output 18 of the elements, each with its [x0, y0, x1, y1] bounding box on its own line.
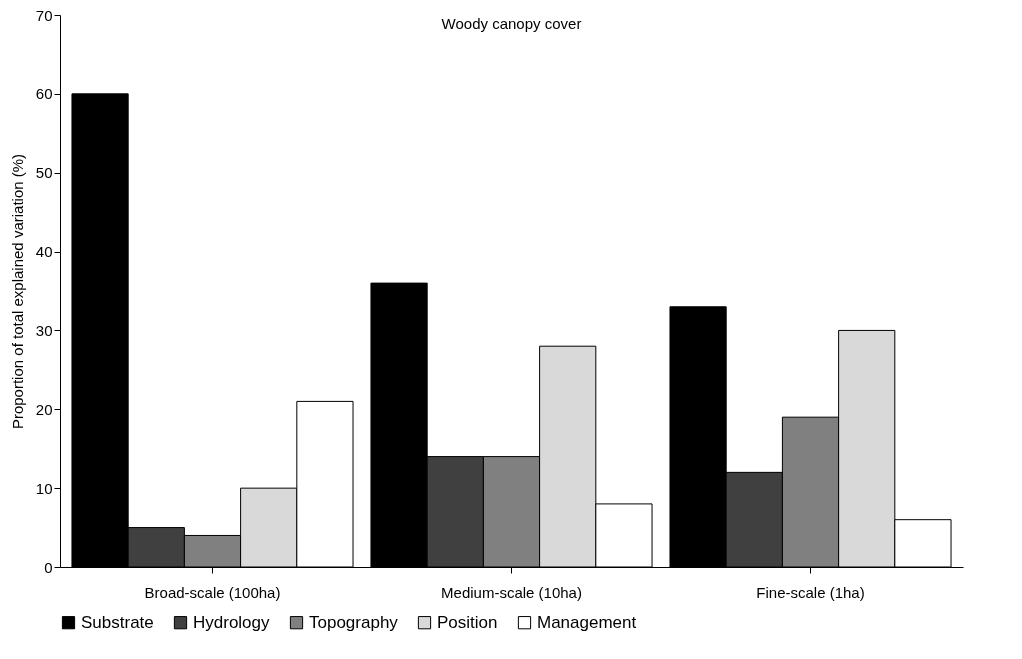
y-tick-label: 0 [44, 558, 53, 576]
legend-label: Substrate [81, 612, 154, 632]
y-tick-label: 60 [35, 85, 53, 103]
chart-title: Woody canopy cover [441, 15, 582, 32]
y-tick-label: 70 [35, 6, 53, 24]
legend-label: Position [437, 612, 498, 632]
y-tick-label: 50 [35, 164, 53, 182]
x-tick-label: Broad-scale (100ha) [144, 583, 281, 601]
legend-label: Topography [309, 612, 399, 632]
legend-label: Management [537, 612, 637, 632]
y-tick-label: 30 [35, 321, 53, 339]
y-axis-title: Proportion of total explained variation (%) [8, 153, 26, 430]
y-tick-label: 20 [35, 400, 53, 418]
x-tick-label: Fine-scale (1ha) [756, 583, 865, 601]
x-tick-label: Medium-scale (10ha) [441, 583, 582, 601]
y-tick-label: 10 [35, 479, 53, 497]
legend-label: Hydrology [193, 612, 271, 632]
y-tick-label: 40 [35, 243, 53, 261]
